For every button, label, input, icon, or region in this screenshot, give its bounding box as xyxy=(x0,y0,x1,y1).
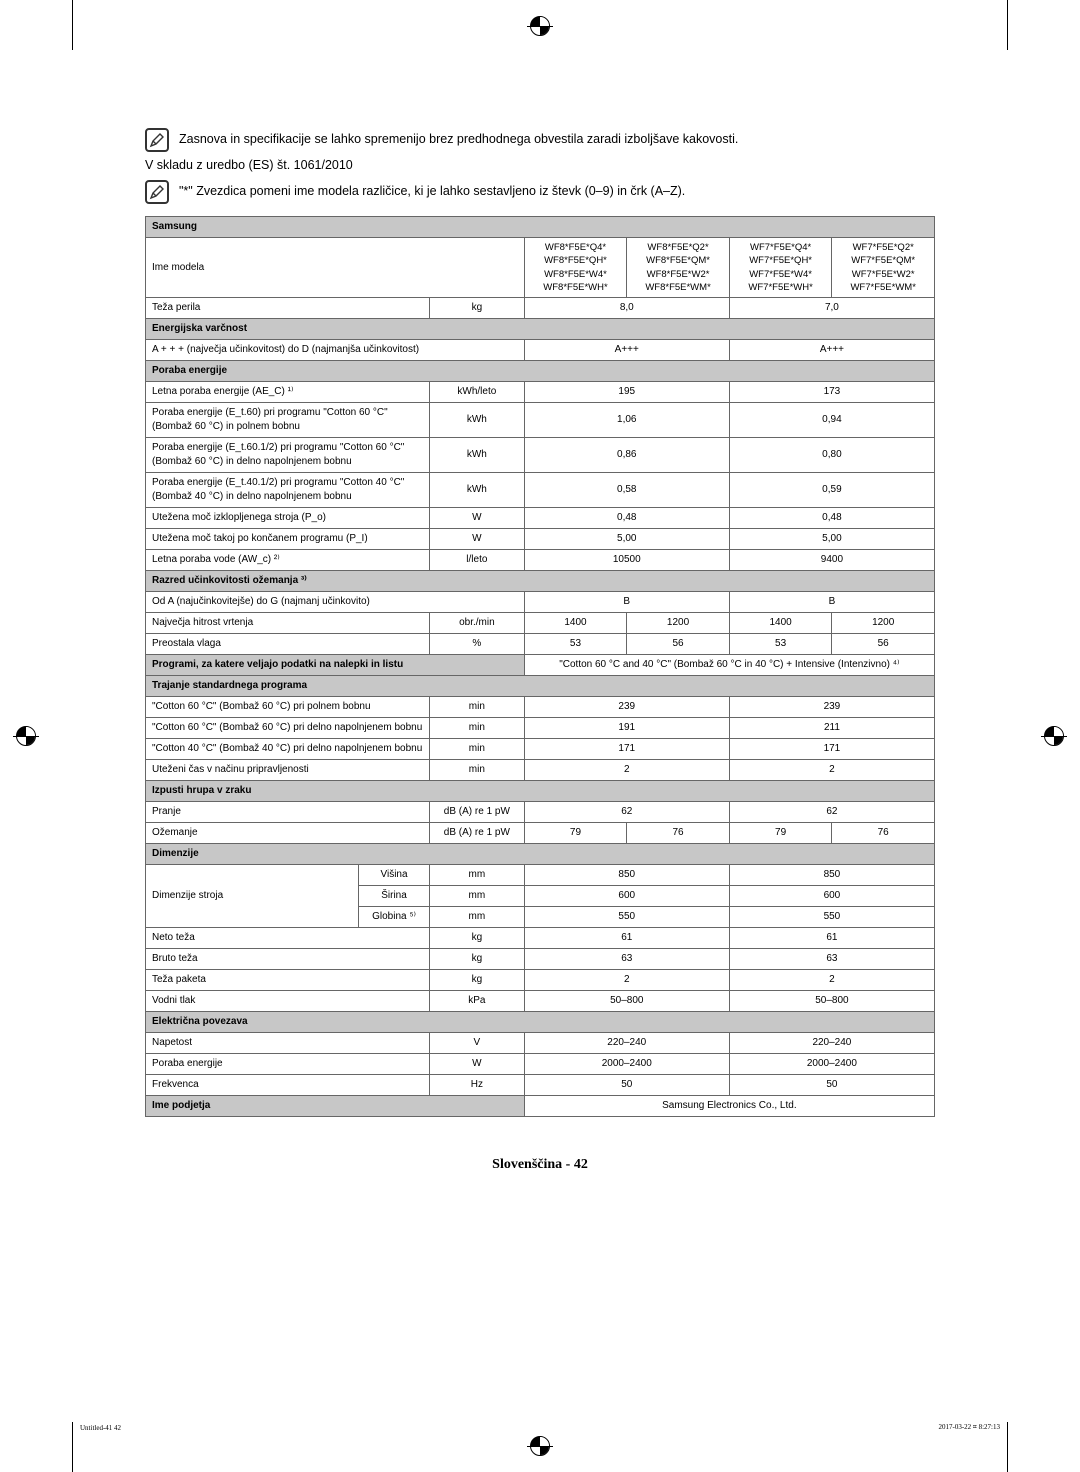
table-row: Poraba energije (E_t.60) pri programu "C… xyxy=(146,403,935,438)
spec-table: Samsung Ime modela WF8*F5E*Q4* WF8*F5E*Q… xyxy=(145,216,935,1117)
model-col-1: WF8*F5E*Q4* WF8*F5E*QH* WF8*F5E*W4* WF8*… xyxy=(524,238,627,298)
regulation-note: V skladu z uredbo (ES) št. 1061/2010 xyxy=(145,158,935,172)
table-row: Neto težakg6161 xyxy=(146,928,935,949)
table-row: Utežena moč izklopljenega stroja (P_o)W0… xyxy=(146,508,935,529)
table-row: Letna poraba energije (AE_C) ¹⁾kWh/leto1… xyxy=(146,382,935,403)
table-row: Vodni tlakkPa50–80050–800 xyxy=(146,991,935,1012)
section-duration: Trajanje standardnega programa xyxy=(146,676,935,697)
page-content: Zasnova in specifikacije se lahko spreme… xyxy=(0,0,1080,1173)
model-col-2: WF8*F5E*Q2* WF8*F5E*QM* WF8*F5E*W2* WF8*… xyxy=(627,238,730,298)
note-1-text: Zasnova in specifikacije se lahko spreme… xyxy=(179,130,738,149)
note-2: "*" Zvezdica pomeni ime modela različice… xyxy=(145,182,935,204)
section-spin: Razred učinkovitosti ožemanja ³⁾ xyxy=(146,571,935,592)
table-row: "Cotton 40 °C" (Bombaž 40 °C) pri delno … xyxy=(146,739,935,760)
pencil-icon xyxy=(145,128,169,152)
table-row: Uteženi čas v načinu pripravljenostimin2… xyxy=(146,760,935,781)
table-row: "Cotton 60 °C" (Bombaž 60 °C) pri polnem… xyxy=(146,697,935,718)
note-1: Zasnova in specifikacije se lahko spreme… xyxy=(145,130,935,152)
prog-value: "Cotton 60 °C and 40 °C" (Bombaž 60 °C i… xyxy=(524,655,934,676)
section-poraba: Poraba energije xyxy=(146,361,935,382)
table-row: OžemanjedB (A) re 1 pW79767976 xyxy=(146,823,935,844)
table-row: A + + + (največja učinkovitost) do D (na… xyxy=(146,340,935,361)
section-dim: Dimenzije xyxy=(146,844,935,865)
page-number: Slovenščina - 42 xyxy=(145,1157,935,1173)
table-row: Utežena moč takoj po končanem programu (… xyxy=(146,529,935,550)
section-energy: Energijska varčnost xyxy=(146,319,935,340)
table-row: Bruto težakg6363 xyxy=(146,949,935,970)
table-row: Teža perilakg8,07,0 xyxy=(146,298,935,319)
note-2-text: "*" Zvezdica pomeni ime modela različice… xyxy=(179,182,685,201)
table-row: Poraba energijeW2000–24002000–2400 xyxy=(146,1054,935,1075)
company-value: Samsung Electronics Co., Ltd. xyxy=(524,1096,934,1117)
table-row: Letna poraba vode (AW_c) ²⁾l/leto1050094… xyxy=(146,550,935,571)
section-prog: Programi, za katere veljajo podatki na n… xyxy=(146,655,525,676)
table-row: Teža paketakg22 xyxy=(146,970,935,991)
table-row: PranjedB (A) re 1 pW6262 xyxy=(146,802,935,823)
section-noise: Izpusti hrupa v zraku xyxy=(146,781,935,802)
model-label: Ime modela xyxy=(146,238,525,298)
table-row: FrekvencaHz5050 xyxy=(146,1075,935,1096)
pencil-icon xyxy=(145,180,169,204)
table-row: NapetostV220–240220–240 xyxy=(146,1033,935,1054)
table-row: Največja hitrost vrtenjaobr./min14001200… xyxy=(146,613,935,634)
company-label: Ime podjetja xyxy=(146,1096,525,1117)
section-elec: Električna povezava xyxy=(146,1012,935,1033)
table-row: Poraba energije (E_t.40.1/2) pri program… xyxy=(146,473,935,508)
footer-left: Untitled-41 42 xyxy=(80,1424,121,1432)
table-row: Od A (najučinkovitejše) do G (najmanj uč… xyxy=(146,592,935,613)
model-col-4: WF7*F5E*Q2* WF7*F5E*QM* WF7*F5E*W2* WF7*… xyxy=(832,238,935,298)
brand-cell: Samsung xyxy=(146,217,935,238)
model-col-3: WF7*F5E*Q4* WF7*F5E*QH* WF7*F5E*W4* WF7*… xyxy=(729,238,832,298)
table-row: Poraba energije (E_t.60.1/2) pri program… xyxy=(146,438,935,473)
table-row: Preostala vlaga%53565356 xyxy=(146,634,935,655)
table-row: Dimenzije strojaVišinamm850850 xyxy=(146,865,935,886)
table-row: "Cotton 60 °C" (Bombaž 60 °C) pri delno … xyxy=(146,718,935,739)
footer-right: 2017-03-22 ⌗ 8:27:13 xyxy=(939,1423,1001,1432)
